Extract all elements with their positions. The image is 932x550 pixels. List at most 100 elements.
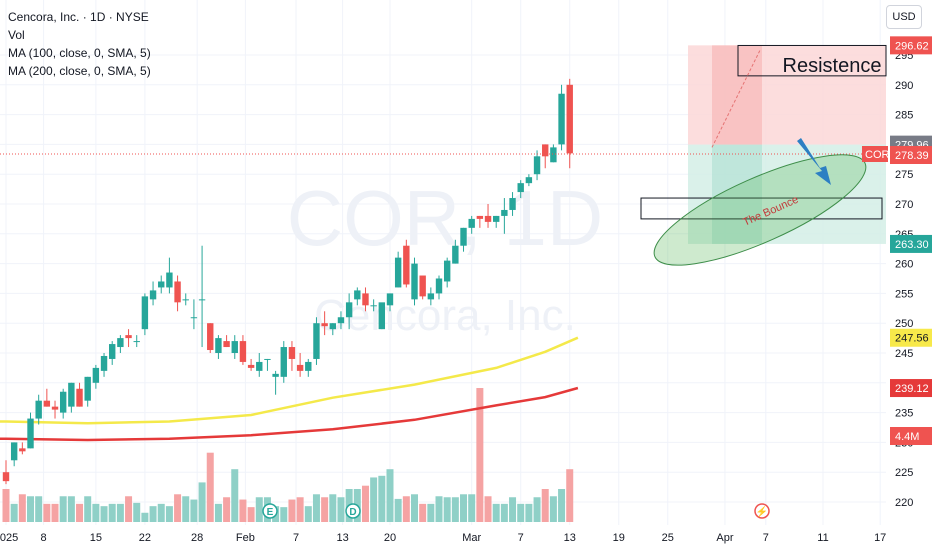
candle-body[interactable] (509, 198, 516, 210)
candle-body[interactable] (125, 335, 132, 339)
volume-bar (149, 506, 157, 522)
candle-body[interactable] (223, 341, 230, 348)
candle-body[interactable] (403, 245, 410, 285)
candle-body[interactable] (117, 338, 124, 348)
volume-bar (419, 503, 427, 522)
volume-bar (517, 503, 525, 522)
candle-body[interactable] (501, 209, 508, 216)
candle-body[interactable] (68, 382, 75, 407)
price-tick-label: 260 (895, 259, 913, 271)
candle-body[interactable] (419, 275, 426, 297)
candle-body[interactable] (35, 400, 42, 419)
candle-body[interactable] (84, 376, 91, 401)
candle-body[interactable] (337, 317, 345, 324)
candle-body[interactable] (484, 215, 492, 222)
volume-bar (214, 503, 222, 522)
candle-body[interactable] (525, 177, 533, 184)
candle-body[interactable] (215, 338, 222, 353)
candle-body[interactable] (231, 341, 238, 353)
candle-body[interactable] (76, 388, 83, 407)
candle-body[interactable] (460, 227, 467, 246)
candle-body[interactable] (370, 305, 377, 307)
candle-body[interactable] (19, 448, 26, 452)
candle-body[interactable] (51, 406, 59, 410)
volume-bar (239, 499, 247, 522)
candle-body[interactable] (280, 347, 287, 377)
candle-body[interactable] (256, 361, 263, 371)
candle-body[interactable] (2, 472, 10, 482)
symbol-title[interactable]: Cencora, Inc. · 1D · NYSE (8, 10, 149, 24)
volume-bar (18, 494, 26, 522)
candle-body[interactable] (321, 323, 328, 327)
candle-body[interactable] (533, 156, 541, 175)
volume-bar (108, 503, 116, 522)
volume-bar (190, 499, 198, 522)
time-tick-label: Feb (236, 532, 255, 544)
candle-body[interactable] (452, 245, 459, 264)
candle-body[interactable] (329, 323, 336, 330)
candle-body[interactable] (566, 84, 573, 154)
candle-body[interactable] (386, 293, 394, 306)
candle-body[interactable] (190, 317, 198, 319)
candle-body[interactable] (305, 361, 312, 371)
candle-body[interactable] (354, 290, 361, 300)
candlesticks[interactable] (2, 78, 573, 485)
candle-body[interactable] (207, 323, 214, 351)
candle-body[interactable] (158, 281, 165, 288)
candle-body[interactable] (247, 364, 255, 368)
candle-body[interactable] (435, 278, 443, 294)
candle-body[interactable] (239, 341, 247, 362)
candle-body[interactable] (92, 367, 100, 383)
ma100-legend[interactable]: MA (100, close, 0, SMA, 5) (8, 46, 151, 60)
candle-body[interactable] (109, 344, 116, 359)
candle-body[interactable] (10, 442, 18, 461)
candle-body[interactable] (43, 400, 51, 407)
candle-body[interactable] (27, 418, 34, 449)
candle-body[interactable] (468, 218, 475, 228)
currency-button[interactable]: USD (886, 5, 922, 29)
candle-body[interactable] (476, 215, 484, 219)
candle-body[interactable] (558, 93, 565, 145)
candle-body[interactable] (100, 355, 108, 371)
candle-body[interactable] (264, 358, 271, 360)
candle-body[interactable] (182, 299, 189, 301)
volume-bar (59, 496, 67, 522)
candle-body[interactable] (411, 263, 418, 300)
time-tick-label: 8 (41, 532, 47, 544)
earnings-marker-glyph: E (267, 507, 274, 518)
ma200-legend[interactable]: MA (200, close, 0, SMA, 5) (8, 64, 151, 78)
candle-body[interactable] (272, 373, 279, 377)
candle-body[interactable] (542, 144, 549, 157)
candle-body[interactable] (296, 364, 304, 371)
candle-body[interactable] (443, 260, 451, 282)
volume-bar (174, 494, 182, 522)
volume-bar (402, 496, 410, 522)
candle-body[interactable] (141, 296, 149, 330)
candle-body[interactable] (313, 323, 320, 359)
time-axis[interactable]: 2025 8 15 22 28 Feb 7 13 20 Mar 7 13 19 25 Apr 7 11 17 (0, 532, 886, 544)
candle-body[interactable] (378, 302, 386, 330)
volume-bar (460, 494, 468, 522)
price-tick-label: 250 (895, 318, 913, 330)
candle-body[interactable] (427, 293, 435, 300)
volume-bar (10, 503, 18, 522)
volume-bar (435, 496, 443, 522)
price-axis[interactable]: 2202252302352402452502552602652702752802… (862, 36, 932, 509)
candle-body[interactable] (362, 293, 369, 306)
volume-bar (206, 452, 214, 522)
candle-body[interactable] (550, 147, 557, 163)
candle-body[interactable] (59, 391, 67, 413)
candle-body[interactable] (288, 347, 296, 359)
candle-body[interactable] (133, 341, 140, 343)
candle-body[interactable] (198, 299, 206, 301)
candle-body[interactable] (345, 302, 353, 318)
candle-body[interactable] (166, 272, 173, 288)
candle-body[interactable] (394, 257, 402, 288)
candle-body[interactable] (517, 183, 524, 193)
candle-body[interactable] (493, 215, 500, 222)
candle-body[interactable] (174, 281, 181, 303)
volume-legend[interactable]: Vol (8, 28, 25, 42)
candle-body[interactable] (149, 290, 157, 300)
ma200-line (0, 386, 579, 442)
